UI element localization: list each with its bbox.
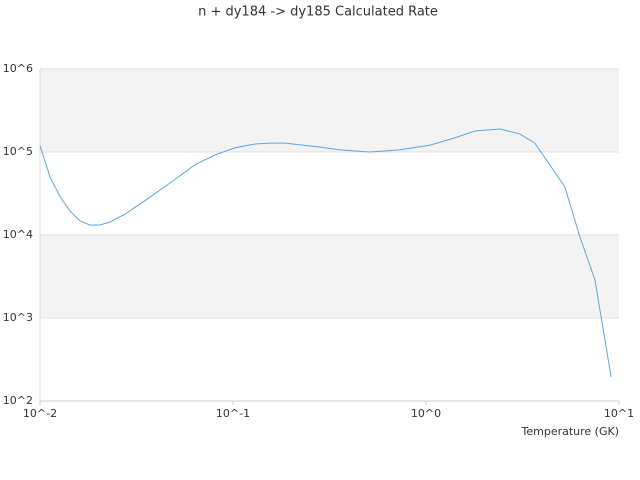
y-tick-label: 10^5 (3, 145, 33, 158)
y-tick-label: 10^4 (3, 228, 33, 241)
grid-band (40, 152, 619, 235)
x-axis-label: Temperature (GK) (521, 425, 620, 438)
x-tick-label: 10^0 (411, 407, 441, 420)
chart-title: n + dy184 -> dy185 Calculated Rate (198, 5, 438, 20)
y-tick-label: 10^6 (3, 62, 33, 75)
y-tick-label: 10^2 (3, 394, 33, 407)
x-tick-label: 10^-1 (216, 407, 250, 420)
x-tick-label: 10^-2 (23, 407, 57, 420)
grid-band (40, 318, 619, 401)
y-tick-label: 10^3 (3, 311, 33, 324)
grid-band (40, 235, 619, 318)
grid-band (40, 69, 619, 152)
x-tick-label: 10^1 (604, 407, 634, 420)
data-line (39, 128, 612, 378)
